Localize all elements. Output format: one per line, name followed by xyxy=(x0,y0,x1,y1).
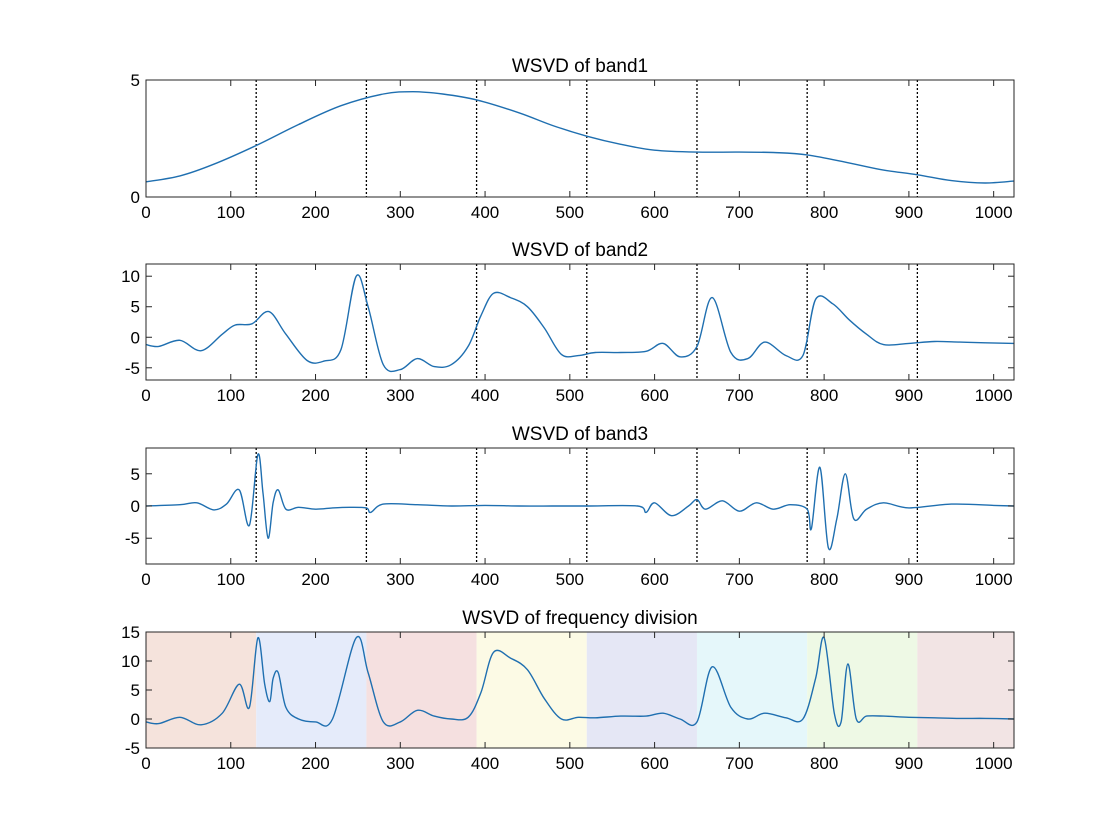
x-tick-label: 100 xyxy=(217,203,245,222)
x-tick-label: 700 xyxy=(725,386,753,405)
x-tick-label: 200 xyxy=(301,386,329,405)
x-tick-label: 0 xyxy=(141,570,150,589)
y-tick-label: 0 xyxy=(131,188,140,207)
x-tick-label: 0 xyxy=(141,203,150,222)
chart-title: WSVD of band2 xyxy=(512,240,648,261)
frequency-band-5 xyxy=(586,632,697,748)
x-tick-label: 800 xyxy=(810,754,838,773)
y-tick-label: 10 xyxy=(121,267,140,286)
y-tick-label: 0 xyxy=(131,497,140,516)
x-tick-label: 300 xyxy=(386,754,414,773)
x-tick-label: 100 xyxy=(217,386,245,405)
x-tick-label: 500 xyxy=(556,203,584,222)
chart-title: WSVD of band1 xyxy=(512,56,648,77)
series-line-1-1 xyxy=(145,91,1015,184)
x-tick-label: 500 xyxy=(556,386,584,405)
x-tick-label: 700 xyxy=(725,570,753,589)
y-tick-label: 5 xyxy=(131,465,140,484)
x-tick-label: 600 xyxy=(640,754,668,773)
frequency-band-2 xyxy=(256,632,367,748)
series-line-4-1 xyxy=(145,635,1015,728)
chart-title: WSVD of frequency division xyxy=(462,608,698,629)
y-tick-label: 5 xyxy=(131,681,140,700)
axes-box xyxy=(145,263,1015,381)
x-tick-label: 100 xyxy=(217,754,245,773)
y-tick-label: -5 xyxy=(125,529,140,548)
y-tick-label: 5 xyxy=(131,71,140,90)
x-tick-label: 1000 xyxy=(975,386,1013,405)
x-tick-label: 200 xyxy=(301,754,329,773)
x-tick-label: 600 xyxy=(640,386,668,405)
x-tick-label: 300 xyxy=(386,570,414,589)
x-tick-label: 1000 xyxy=(975,570,1013,589)
x-tick-label: 400 xyxy=(471,203,499,222)
x-tick-label: 500 xyxy=(556,754,584,773)
frequency-band-3 xyxy=(366,632,477,748)
x-tick-label: 0 xyxy=(141,386,150,405)
frequency-band-4 xyxy=(476,632,587,748)
x-tick-label: 600 xyxy=(640,570,668,589)
x-tick-label: 400 xyxy=(471,754,499,773)
x-tick-label: 600 xyxy=(640,203,668,222)
x-tick-label: 400 xyxy=(471,386,499,405)
x-tick-label: 200 xyxy=(301,570,329,589)
y-tick-label: 15 xyxy=(121,623,140,642)
series-line-2-1 xyxy=(145,274,1015,373)
x-tick-label: 400 xyxy=(471,570,499,589)
x-tick-label: 300 xyxy=(386,386,414,405)
x-tick-label: 800 xyxy=(810,386,838,405)
x-tick-label: 700 xyxy=(725,203,753,222)
y-tick-label: 0 xyxy=(131,710,140,729)
y-tick-label: -5 xyxy=(125,359,140,378)
x-tick-label: 300 xyxy=(386,203,414,222)
x-tick-label: 900 xyxy=(895,570,923,589)
chart-panel-4: 0 100 200 300 400 500 600 700 800 900 1000-5051015… xyxy=(121,608,1015,773)
x-tick-label: 900 xyxy=(895,203,923,222)
y-tick-label: 10 xyxy=(121,652,140,671)
x-tick-label: 100 xyxy=(217,570,245,589)
x-tick-label: 800 xyxy=(810,570,838,589)
chart-panel-2: 0 100 200 300 400 500 600 700 800 900 1000-50510WS… xyxy=(121,240,1015,405)
x-tick-label: 1000 xyxy=(975,754,1013,773)
axes-box xyxy=(145,79,1015,198)
x-tick-label: 700 xyxy=(725,754,753,773)
x-tick-label: 900 xyxy=(895,754,923,773)
x-tick-label: 0 xyxy=(141,754,150,773)
y-tick-label: 5 xyxy=(131,298,140,317)
x-tick-label: 200 xyxy=(301,203,329,222)
frequency-band-7 xyxy=(807,632,918,748)
x-tick-label: 1000 xyxy=(975,203,1013,222)
chart-title: WSVD of band3 xyxy=(512,424,648,445)
x-tick-label: 800 xyxy=(810,203,838,222)
chart-panel-3: 0 100 200 300 400 500 600 700 800 900 1000 -5 0 5 WSVD… xyxy=(125,424,1015,589)
x-tick-label: 500 xyxy=(556,570,584,589)
frequency-band-1 xyxy=(146,632,257,748)
y-tick-label: 0 xyxy=(131,328,140,347)
x-tick-label: 900 xyxy=(895,386,923,405)
chart-panel-1: 0 100 200 300 400 500 600 700 800 900 1000 0 5 WSVD o… xyxy=(131,56,1015,222)
frequency-band-8 xyxy=(917,632,1014,748)
y-tick-label: -5 xyxy=(125,739,140,758)
frequency-band-6 xyxy=(696,632,808,748)
series-line-3-1 xyxy=(145,453,1015,551)
